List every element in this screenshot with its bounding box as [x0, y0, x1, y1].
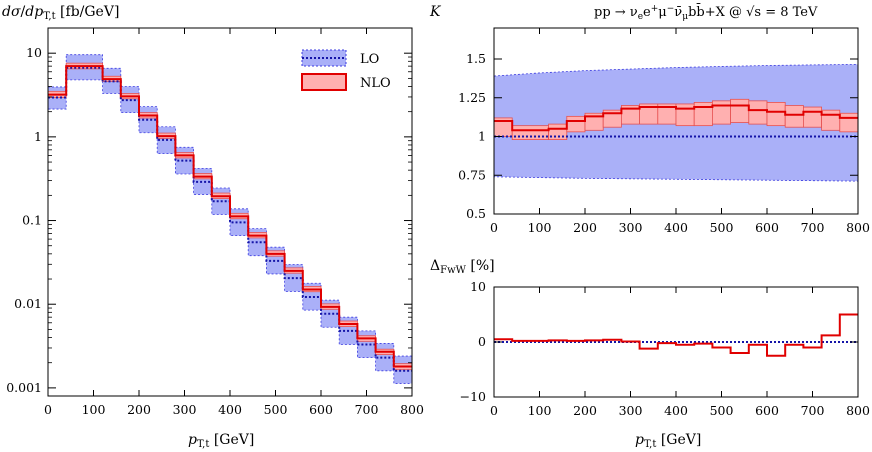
right-top-ylabel: K	[429, 4, 442, 20]
k-nlo-line	[494, 104, 858, 132]
rb-xtick-label-6: 600	[755, 403, 779, 418]
left-lines-layer	[48, 65, 412, 372]
left-ytick-label-1: 0.01	[14, 296, 42, 311]
k-nlo-band-bin-12	[730, 98, 750, 123]
rt-xtick-label-3: 300	[619, 220, 643, 235]
legend-lo-label: LO	[360, 52, 379, 67]
k-nlo-band-bin-3	[566, 115, 586, 133]
left-xtick-label-5: 500	[264, 402, 288, 417]
left-xtick-label-7: 700	[355, 402, 379, 417]
left-ytick-label-2: 0.1	[22, 213, 42, 228]
right-top-ticks-layer: 0 100 200 300 400 500 600 700 800 0.5 0.75 1 1.25 1.5	[458, 28, 870, 235]
left-xtick-label-8: 800	[400, 402, 424, 417]
rb-xtick-label-5: 500	[710, 403, 734, 418]
rt-ytick-label-4: 1.5	[466, 51, 486, 66]
right-top-panel: K pp → νee+μ−ν̄μbb̄+X @ √s = 8 TeV 0 100 2…	[429, 3, 870, 235]
k-nlo-band-bin-11	[712, 100, 732, 125]
rb-ytick-label-2: 10	[470, 279, 486, 294]
right-top-bands-layer	[493, 64, 859, 182]
k-nlo-band-bin-15	[784, 105, 804, 128]
rt-xtick-label-2: 200	[573, 220, 597, 235]
left-legend: LO NLO	[301, 49, 391, 91]
rt-ytick-label-1: 0.75	[458, 167, 486, 182]
left-ytick-label-0: 0.001	[6, 380, 42, 395]
k-nlo-band-bin-13	[748, 100, 768, 125]
left-xtick-label-3: 300	[173, 402, 197, 417]
rt-xtick-label-5: 500	[710, 220, 734, 235]
rt-ytick-label-2: 1	[478, 129, 486, 144]
left-xtick-label-0: 0	[44, 402, 52, 417]
left-xtick-label-6: 600	[309, 402, 333, 417]
nlo-series-line	[48, 65, 412, 368]
left-xtick-label-4: 400	[218, 402, 242, 417]
rb-ytick-label-0: −10	[460, 389, 486, 404]
left-xtick-label-2: 200	[127, 402, 151, 417]
legend-nlo-swatch	[301, 73, 347, 91]
rb-xtick-label-3: 300	[619, 403, 643, 418]
rt-xtick-label-8: 800	[846, 220, 870, 235]
k-nlo-band-bin-16	[803, 106, 823, 128]
rb-xtick-label-2: 200	[573, 403, 597, 418]
left-x-label: pT,t [GeV]	[188, 432, 254, 450]
left-xtick-label-1: 100	[82, 402, 106, 417]
k-nlo-band-bin-14	[766, 102, 786, 127]
rb-ytick-label-1: 0	[478, 334, 486, 349]
k-nlo-band-bin-10	[693, 102, 713, 127]
process-title: pp → νee+μ−ν̄μbb̄+X @ √s = 8 TeV	[594, 3, 818, 22]
rt-xtick-label-7: 700	[801, 220, 825, 235]
right-x-label: pT,t [GeV]	[635, 432, 701, 450]
left-ytick-label-4: 10	[26, 45, 42, 60]
rt-xtick-label-4: 400	[664, 220, 688, 235]
rt-xtick-label-6: 600	[755, 220, 779, 235]
k-nlo-band-bin-18	[839, 112, 859, 133]
delta-nlo-line	[494, 313, 858, 357]
left-ytick-label-3: 1	[34, 129, 42, 144]
right-top-lines-layer	[494, 104, 858, 138]
k-nlo-band-bin-1	[511, 125, 550, 141]
left-title: dσ/dpT,t [fb/GeV]	[2, 4, 119, 22]
legend-nlo-label: NLO	[360, 76, 391, 91]
right-bottom-ylabel: ΔFwW [%]	[430, 258, 495, 276]
rb-xtick-label-7: 700	[801, 403, 825, 418]
rt-xtick-label-0: 0	[490, 220, 498, 235]
left-panel: dσ/dpT,t [fb/GeV] 0 100 200 300 400 500 600 700…	[2, 4, 424, 450]
rt-ytick-label-0: 0.5	[466, 206, 486, 221]
rb-xtick-label-4: 400	[664, 403, 688, 418]
rb-xtick-label-1: 100	[528, 403, 552, 418]
right-bottom-ticks-layer: 0 100 200 300 400 500 600 700 800 −10 0 10	[460, 279, 870, 418]
rb-xtick-label-0: 0	[490, 403, 498, 418]
rt-xtick-label-1: 100	[528, 220, 552, 235]
left-ticks-layer: 0 100 200 300 400 500 600 700 800 0.001 0.01 0.1 1 10	[6, 27, 424, 417]
rt-ytick-label-3: 1.25	[458, 90, 486, 105]
right-bottom-lines-layer	[494, 313, 858, 357]
k-nlo-band-bin-9	[675, 103, 695, 127]
right-bottom-panel: ΔFwW [%] 0 100 200 300 400 500 600 700 800 −10 0 10…	[430, 258, 870, 450]
k-nlo-band-bin-17	[821, 109, 841, 131]
rb-xtick-label-8: 800	[846, 403, 870, 418]
